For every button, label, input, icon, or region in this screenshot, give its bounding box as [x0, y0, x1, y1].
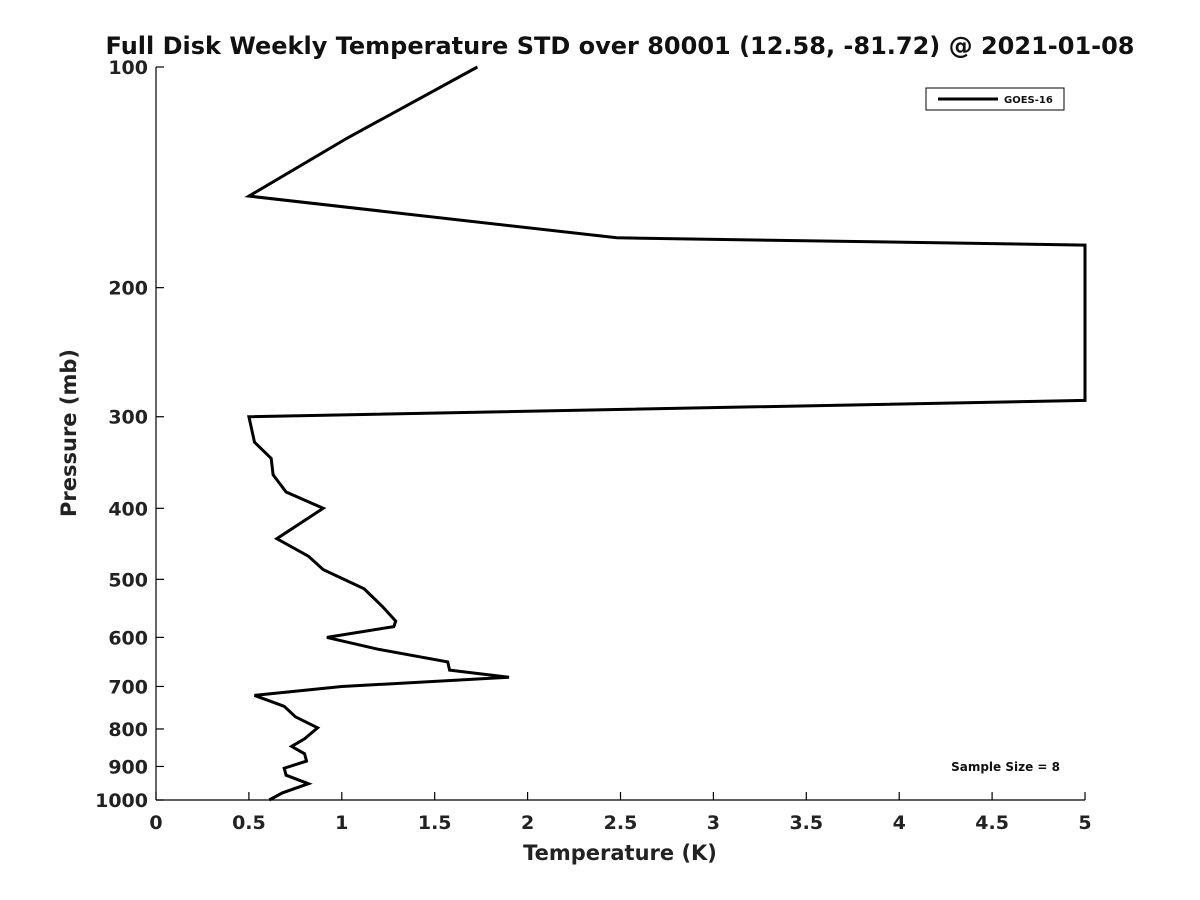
x-tick-label: 2 [521, 812, 534, 834]
x-tick-label: 5 [1078, 812, 1091, 834]
y-axis-label: Pressure (mb) [57, 349, 81, 517]
x-tick-label: 0.5 [232, 812, 266, 834]
sample-size-annotation: Sample Size = 8 [951, 760, 1060, 774]
y-tick-label: 200 [108, 278, 148, 300]
y-tick-label: 400 [108, 498, 148, 520]
legend-entry-goes-16: GOES-16 [1004, 95, 1053, 106]
series-line-goes-16 [244, 65, 1087, 802]
chart-title: Full Disk Weekly Temperature STD over 80… [106, 32, 1135, 60]
x-tick-label: 3 [707, 812, 720, 834]
y-tick-label: 500 [108, 569, 148, 591]
x-tick-label: 0 [149, 812, 162, 834]
x-ticks: 0 0.5 1 1.5 2 2.5 3 3.5 4 4.5 5 [149, 792, 1092, 834]
y-tick-label: 600 [108, 627, 148, 649]
y-tick-label: 700 [108, 676, 148, 698]
x-tick-label: 1.5 [418, 812, 452, 834]
x-axis-label: Temperature (K) [523, 841, 717, 865]
x-tick-label: 4.5 [975, 812, 1009, 834]
legend: GOES-16 [925, 87, 1065, 111]
y-ticks: 100 200 300 400 500 600 700 800 900 1000 [95, 57, 164, 812]
x-tick-label: 2.5 [604, 812, 638, 834]
x-tick-label: 3.5 [789, 812, 823, 834]
y-tick-label: 800 [108, 719, 148, 741]
x-tick-label: 1 [335, 812, 348, 834]
y-tick-label: 900 [108, 756, 148, 778]
y-tick-label: 100 [108, 57, 148, 79]
y-tick-label: 300 [108, 407, 148, 429]
y-tick-label: 1000 [95, 790, 148, 812]
x-tick-label: 4 [893, 812, 906, 834]
series-layer [244, 65, 1087, 802]
